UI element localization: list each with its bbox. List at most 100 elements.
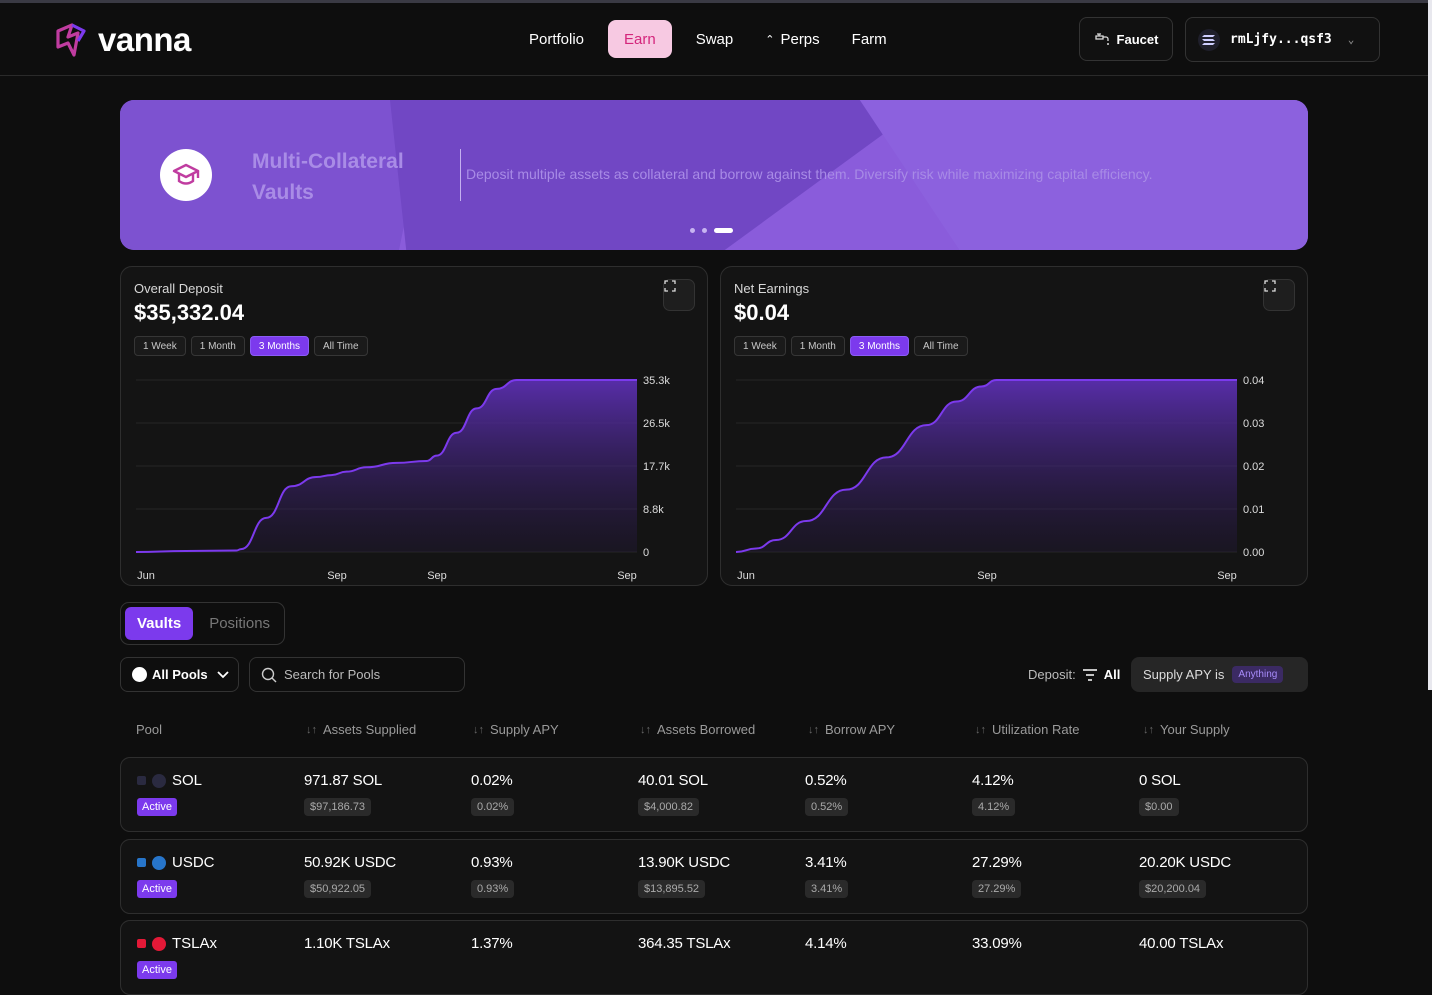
range-1-week[interactable]: 1 Week bbox=[134, 336, 186, 356]
search-icon bbox=[261, 667, 277, 682]
table-cell: 33.09% bbox=[972, 935, 1022, 952]
sort-icon: ↓↑ bbox=[640, 723, 651, 736]
cell-value: 0 SOL bbox=[1139, 772, 1181, 789]
search-placeholder: Search for Pools bbox=[284, 667, 381, 682]
carousel-dots bbox=[690, 228, 733, 233]
wallet-button[interactable]: rmLjfy...qsf3 ⌄ bbox=[1185, 17, 1380, 62]
range-1-week[interactable]: 1 Week bbox=[734, 336, 786, 356]
token-icon bbox=[152, 773, 166, 788]
cell-value: 0.52% bbox=[805, 772, 847, 789]
cell-value: 13.90K USDC bbox=[638, 854, 731, 871]
brand-name: vanna bbox=[98, 21, 191, 58]
table-cell: 20.20K USDC $20,200.04 bbox=[1139, 854, 1231, 898]
cell-usd-value: 3.41% bbox=[805, 880, 849, 898]
nav-portfolio[interactable]: Portfolio bbox=[529, 30, 585, 48]
table-row[interactable]: TSLAx Active 1.10K TSLAx 1.37% 364.35 TSLAx 4… bbox=[120, 920, 1308, 995]
x-tick-label: Sep bbox=[427, 570, 447, 582]
table-cell: 0.52% 0.52% bbox=[805, 772, 849, 816]
range-1-month[interactable]: 1 Month bbox=[190, 336, 245, 356]
table-cell: 13.90K USDC $13,895.52 bbox=[638, 854, 730, 898]
view-tabs: Vaults Positions bbox=[120, 602, 285, 645]
col-label: Your Supply bbox=[1160, 722, 1230, 737]
y-tick-label: 8.8k bbox=[643, 504, 664, 516]
tab-positions[interactable]: Positions bbox=[209, 615, 271, 632]
faucet-button[interactable]: Faucet bbox=[1079, 17, 1173, 61]
cell-value: 3.41% bbox=[805, 854, 847, 871]
y-tick-label: 17.7k bbox=[643, 461, 670, 473]
y-tick-label: 0.03 bbox=[1243, 418, 1264, 430]
table-cell: 1.10K TSLAx bbox=[304, 935, 390, 952]
supply-apy-filter[interactable]: Supply APY is Anything bbox=[1131, 657, 1308, 692]
status-badge: Active bbox=[137, 880, 177, 898]
y-tick-label: 0.01 bbox=[1243, 504, 1264, 516]
chevron-down-icon bbox=[216, 667, 229, 682]
range-1-month[interactable]: 1 Month bbox=[790, 336, 845, 356]
col-assets-supplied[interactable]: ↓↑ Assets Supplied bbox=[306, 722, 416, 737]
carousel-dot[interactable] bbox=[702, 228, 707, 233]
tab-vaults[interactable]: Vaults bbox=[125, 607, 194, 640]
cell-usd-value: 27.29% bbox=[972, 880, 1022, 898]
carousel-dot[interactable] bbox=[690, 228, 695, 233]
table-row[interactable]: USDC Active 50.92K USDC $50,922.05 0.93% 0.93… bbox=[120, 839, 1308, 914]
pool-name: USDC bbox=[172, 854, 215, 871]
token-small-icon bbox=[137, 776, 146, 785]
deposit-filter[interactable]: Deposit: All bbox=[1028, 667, 1120, 682]
col-borrow-apy[interactable]: ↓↑ Borrow APY bbox=[808, 722, 895, 737]
brand-logo[interactable]: vanna bbox=[54, 21, 191, 59]
circle-icon bbox=[132, 667, 147, 682]
col-supply-apy[interactable]: ↓↑ Supply APY bbox=[473, 722, 559, 737]
col-utilization-rate[interactable]: ↓↑ Utilization Rate bbox=[975, 722, 1079, 737]
col-label: Assets Borrowed bbox=[657, 722, 756, 737]
expand-icon[interactable] bbox=[663, 279, 695, 311]
y-tick-label: 0.04 bbox=[1243, 375, 1264, 387]
token-small-icon bbox=[137, 858, 146, 867]
nav-farm[interactable]: Farm bbox=[851, 30, 887, 48]
banner-description: Deposit multiple assets as collateral an… bbox=[466, 166, 1153, 182]
cell-value: 1.37% bbox=[471, 935, 513, 952]
y-tick-label: 26.5k bbox=[643, 418, 670, 430]
range-all-time[interactable]: All Time bbox=[314, 336, 368, 356]
search-input[interactable]: Search for Pools bbox=[249, 657, 465, 692]
table-cell: 0.93% 0.93% bbox=[471, 854, 515, 898]
col-your-supply[interactable]: ↓↑ Your Supply bbox=[1143, 722, 1230, 737]
scrollbar[interactable] bbox=[1428, 0, 1432, 690]
area-fill bbox=[136, 380, 637, 552]
area-fill bbox=[736, 380, 1237, 552]
nav-perps[interactable]: ⌃ Perps bbox=[749, 20, 835, 58]
range-3-months[interactable]: 3 Months bbox=[249, 336, 310, 356]
table-cell: 971.87 SOL $97,186.73 bbox=[304, 772, 382, 816]
expand-icon[interactable] bbox=[1263, 279, 1295, 311]
cell-usd-value: $50,922.05 bbox=[304, 880, 372, 898]
cell-usd-value: 0.52% bbox=[805, 798, 849, 816]
range-all-time[interactable]: All Time bbox=[914, 336, 968, 356]
cell-value: 27.29% bbox=[972, 854, 1022, 871]
col-label: Borrow APY bbox=[825, 722, 896, 737]
cell-usd-value: 4.12% bbox=[972, 798, 1016, 816]
promo-banner[interactable]: Multi-Collateral Vaults Deposit multiple… bbox=[120, 100, 1308, 250]
cell-value: 50.92K USDC bbox=[304, 854, 397, 871]
table-cell: 27.29% 27.29% bbox=[972, 854, 1022, 898]
pools-dropdown[interactable]: All Pools bbox=[120, 657, 239, 692]
table-cell: 40.01 SOL $4,000.82 bbox=[638, 772, 708, 816]
cell-value: 0.02% bbox=[471, 772, 513, 789]
x-tick-label: Sep bbox=[1217, 570, 1237, 582]
sort-icon: ↓↑ bbox=[808, 723, 819, 736]
cell-value: 4.14% bbox=[805, 935, 847, 952]
nav-swap[interactable]: Swap bbox=[695, 30, 734, 48]
cell-usd-value: $13,895.52 bbox=[638, 880, 706, 898]
col-assets-borrowed[interactable]: ↓↑ Assets Borrowed bbox=[640, 722, 755, 737]
status-badge: Active bbox=[137, 798, 177, 816]
overall-deposit-card: Overall Deposit $35,332.04 1 Week 1 Mont… bbox=[120, 266, 708, 586]
carousel-dot-active[interactable] bbox=[714, 228, 733, 233]
range-selector: 1 Week 1 Month 3 Months All Time bbox=[134, 336, 368, 356]
table-cell: 364.35 TSLAx bbox=[638, 935, 731, 952]
table-row[interactable]: SOL Active 971.87 SOL $97,186.73 0.02% 0.02% 4… bbox=[120, 757, 1308, 832]
y-tick-label: 0 bbox=[643, 547, 649, 559]
range-3-months[interactable]: 3 Months bbox=[849, 336, 910, 356]
nav-earn[interactable]: Earn bbox=[608, 20, 672, 58]
banner-title: Multi-Collateral Vaults bbox=[252, 150, 404, 204]
cell-value: 40.01 SOL bbox=[638, 772, 708, 789]
sort-icon: ↓↑ bbox=[975, 723, 986, 736]
deposit-filter-value: All bbox=[1103, 667, 1121, 682]
main-nav: Portfolio Earn Swap ⌃ Perps Farm bbox=[513, 20, 903, 58]
